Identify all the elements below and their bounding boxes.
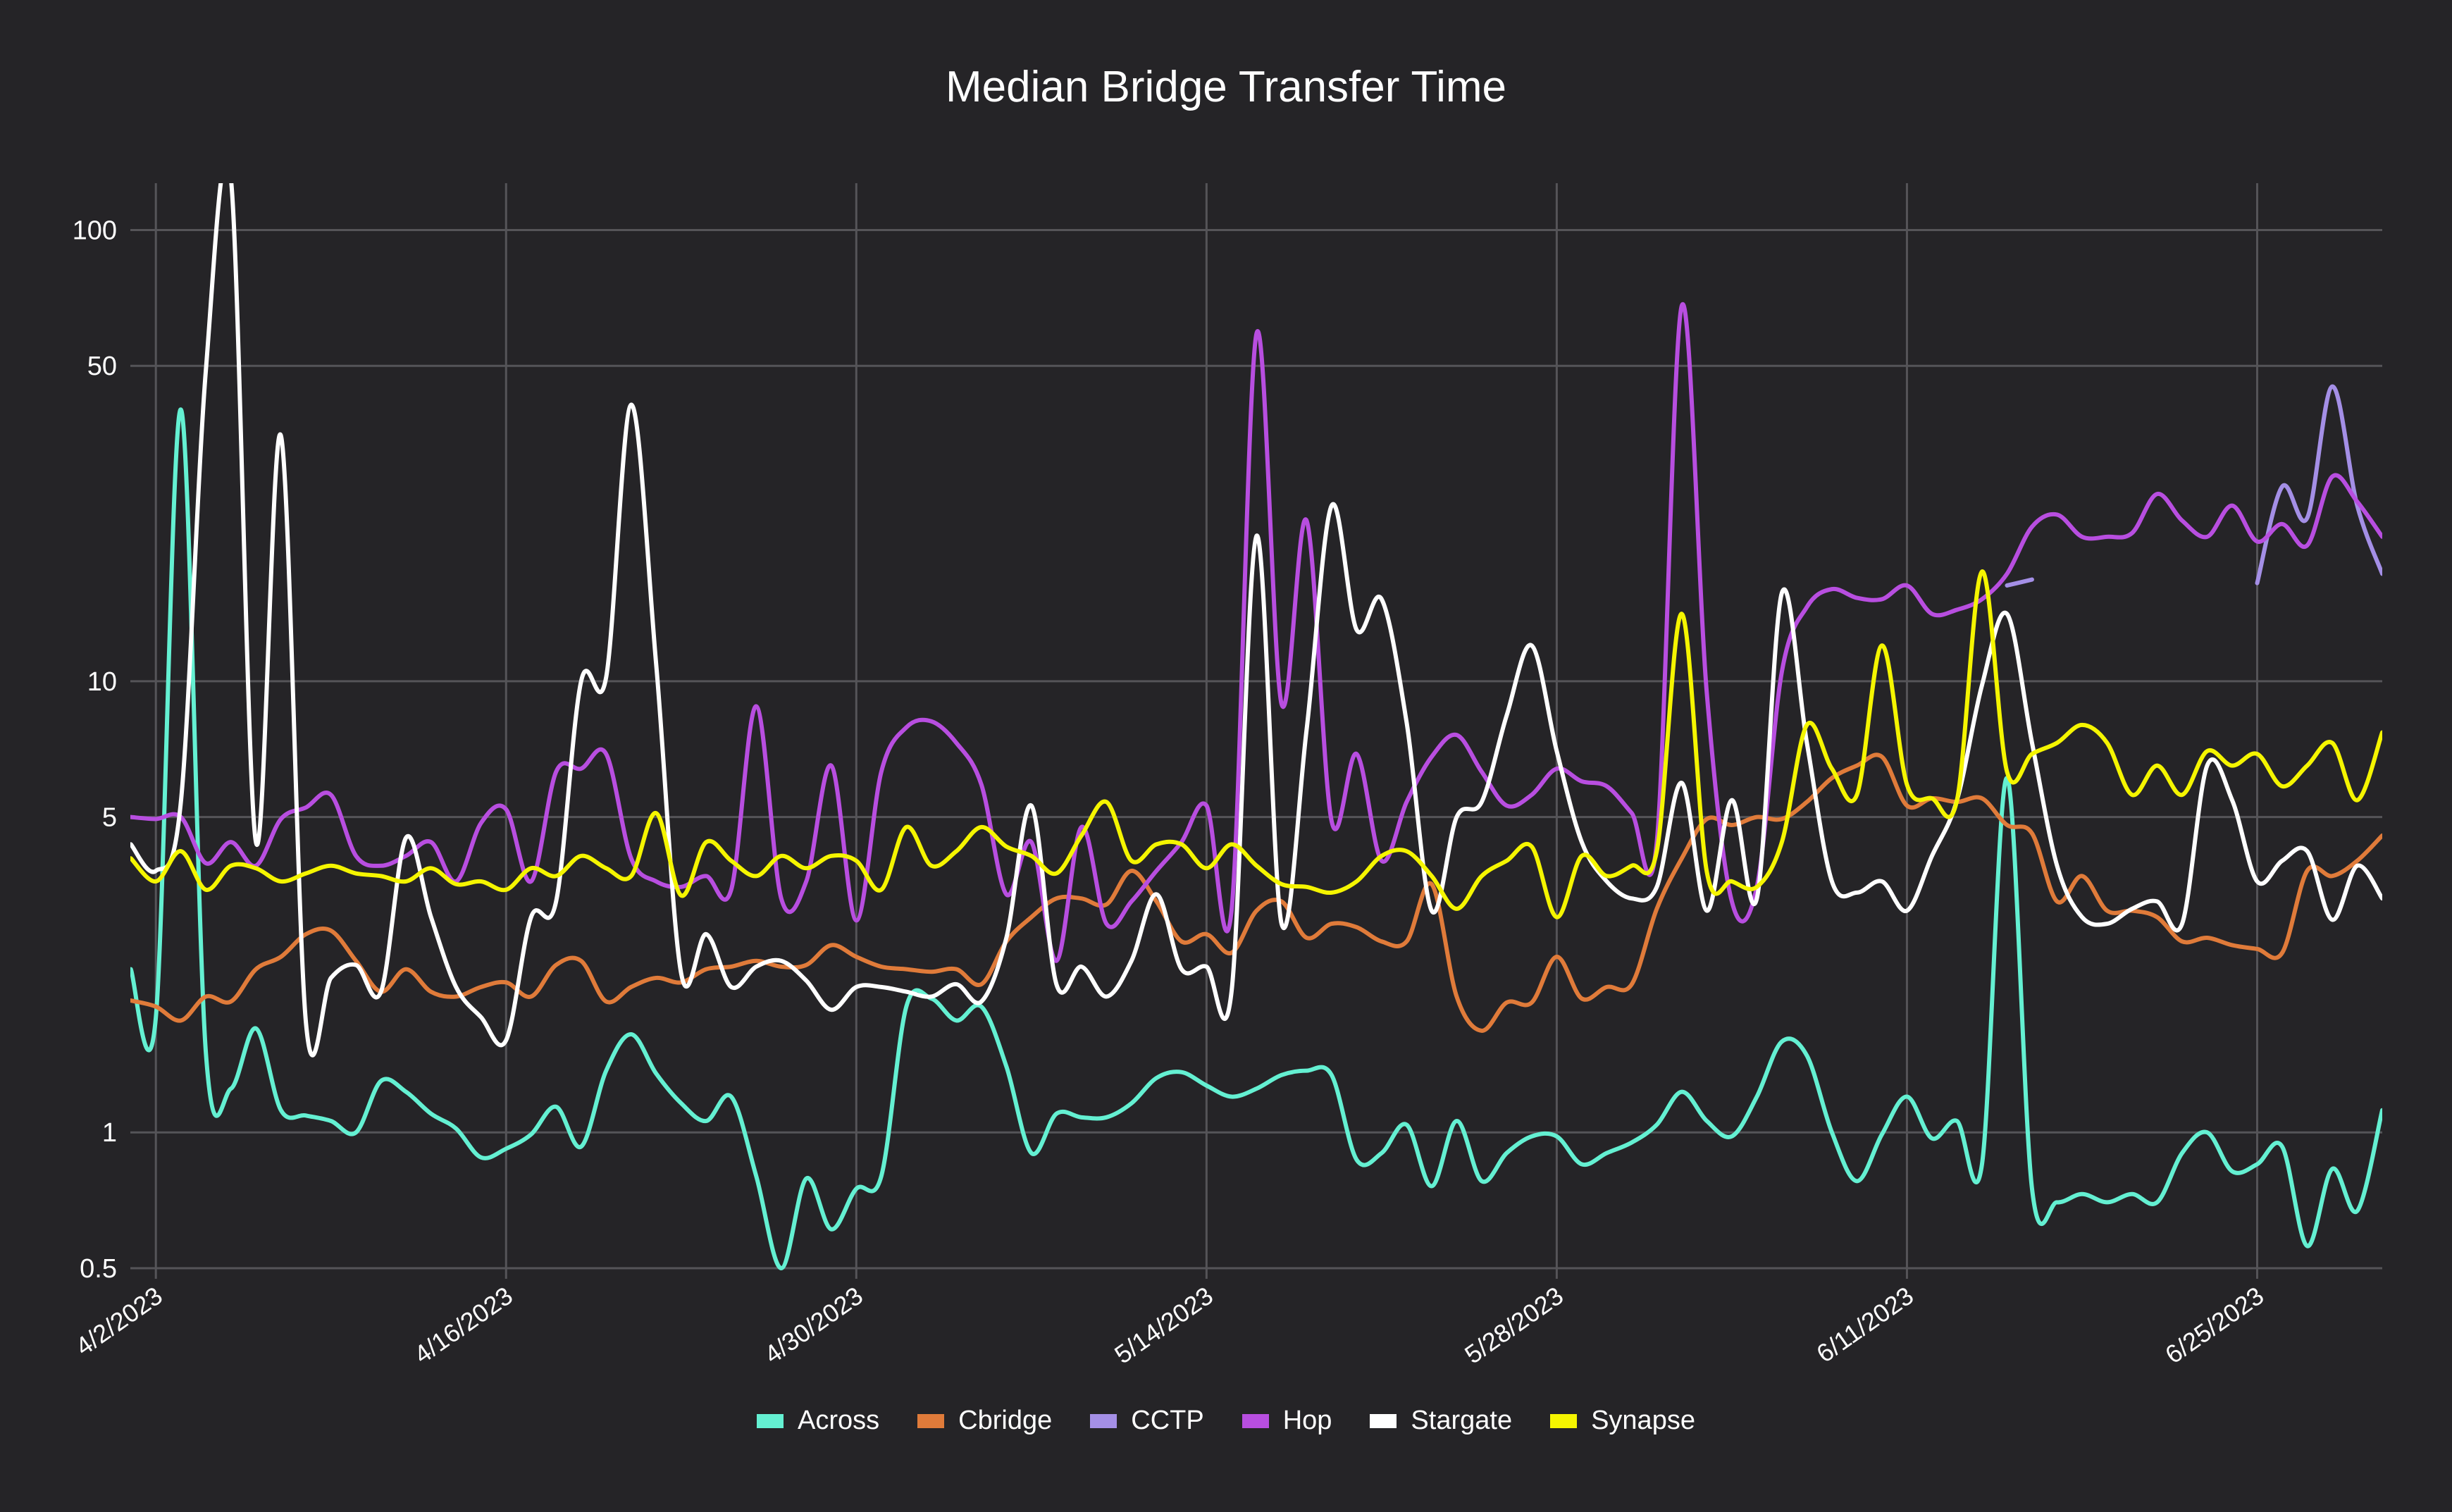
series-line-stargate — [130, 183, 2382, 1058]
y-tick-label: 10 — [87, 667, 117, 697]
y-axis-ticks: 100 50 10 5 1 0.5 — [73, 216, 117, 1284]
legend-label: Cbridge — [958, 1406, 1053, 1435]
series-line-cctp — [2255, 384, 2382, 585]
legend-swatch-cbridge — [917, 1413, 945, 1428]
legend-item-cbridge[interactable]: Cbridge — [917, 1406, 1052, 1436]
legend-label: Stargate — [1411, 1406, 1513, 1435]
gridlines — [130, 183, 2382, 1279]
series-lines — [130, 183, 2382, 1271]
series-line-synapse — [130, 569, 2382, 919]
legend-swatch-stargate — [1370, 1413, 1397, 1428]
y-tick-label: 1 — [102, 1118, 117, 1148]
legend-label: Across — [798, 1406, 880, 1435]
y-tick-label: 100 — [73, 216, 117, 245]
series-line-cctp — [2005, 577, 2034, 588]
y-tick-label: 5 — [102, 803, 117, 833]
y-tick-label: 0.5 — [80, 1254, 117, 1284]
x-tick-label: 4/30/2023 — [759, 1281, 868, 1369]
series-line-cbridge — [130, 752, 2382, 1033]
legend-swatch-synapse — [1550, 1413, 1578, 1428]
y-tick-label: 50 — [87, 352, 117, 381]
chart-title: Median Bridge Transfer Time — [945, 63, 1506, 111]
legend-label: Hop — [1282, 1406, 1332, 1435]
x-tick-label: 6/11/2023 — [1812, 1281, 1919, 1368]
legend-swatch-across — [757, 1413, 784, 1428]
legend-item-stargate[interactable]: Stargate — [1370, 1406, 1512, 1436]
series-line-across — [130, 407, 2382, 1271]
x-axis-ticks: 4/2/2023 4/16/2023 4/30/2023 5/14/2023 5/28/… — [70, 1281, 2269, 1369]
series-line-hop — [130, 302, 2382, 963]
legend-label: CCTP — [1131, 1406, 1204, 1435]
legend-item-across[interactable]: Across — [757, 1406, 879, 1436]
legend-label: Synapse — [1591, 1406, 1695, 1435]
legend-swatch-cctp — [1090, 1413, 1117, 1428]
legend-item-synapse[interactable]: Synapse — [1550, 1406, 1695, 1436]
x-tick-label: 4/2/2023 — [70, 1281, 167, 1361]
legend-item-cctp[interactable]: CCTP — [1090, 1406, 1204, 1436]
legend: Across Cbridge CCTP Hop Stargate Synapse — [0, 1406, 2452, 1436]
x-tick-label: 5/28/2023 — [1459, 1281, 1568, 1369]
legend-swatch-hop — [1242, 1413, 1269, 1428]
legend-item-hop[interactable]: Hop — [1242, 1406, 1332, 1436]
x-tick-label: 4/16/2023 — [409, 1281, 518, 1369]
x-tick-label: 6/25/2023 — [2160, 1281, 2269, 1369]
x-tick-label: 5/14/2023 — [1109, 1281, 1218, 1369]
